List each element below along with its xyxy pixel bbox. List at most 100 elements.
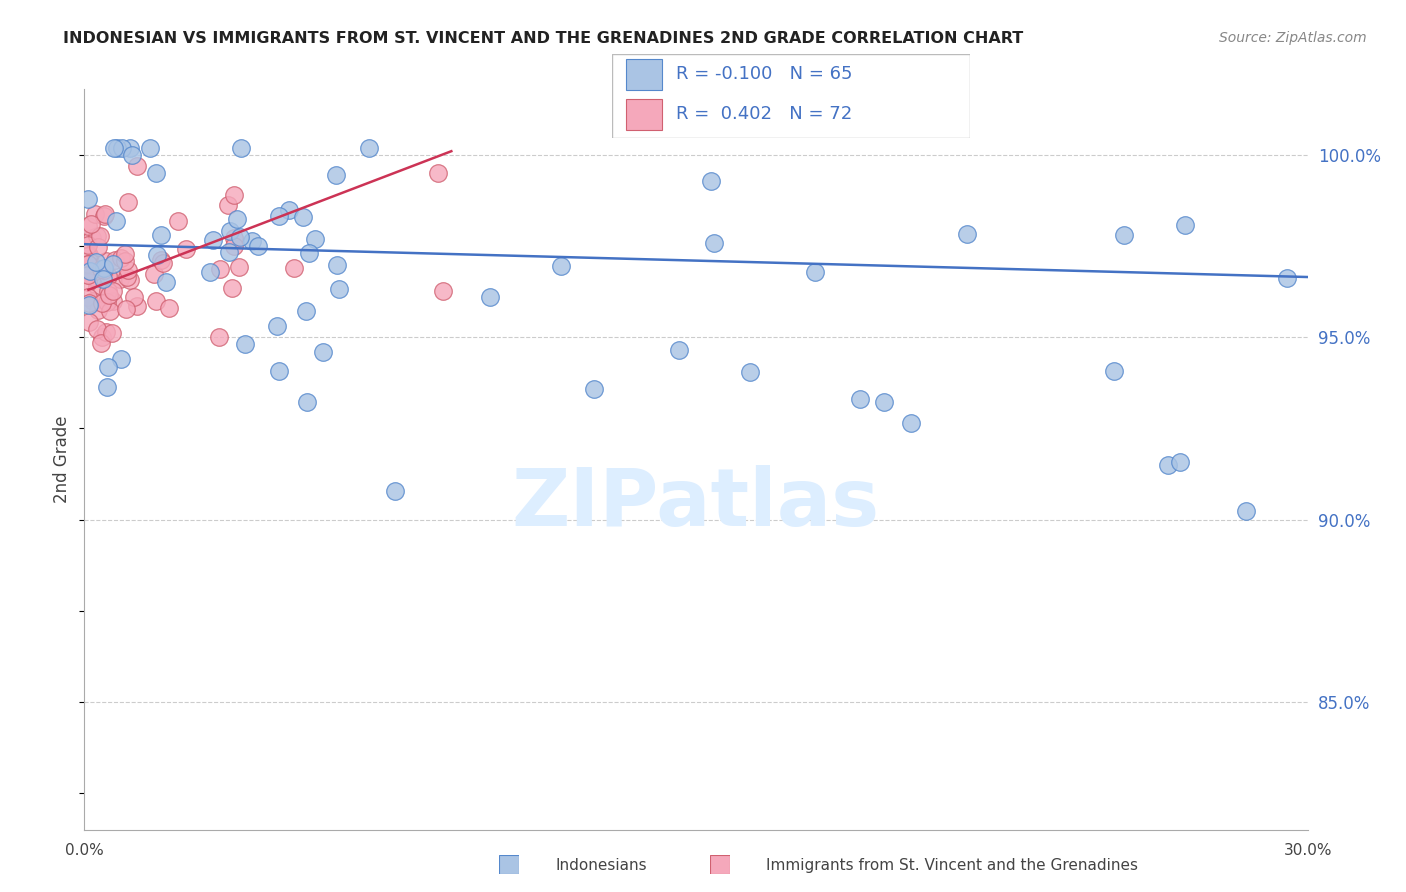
Point (139, 140, 162, 154)
Point (94, 325, 117, 339)
Point (1168, 455, 1191, 469)
Point (804, 264, 827, 278)
Point (97, 360, 120, 375)
Point (225, 212, 247, 227)
Point (118, 273, 141, 287)
Point (125, 159, 148, 173)
Point (291, 210, 314, 224)
Point (91, 330, 114, 344)
Point (120, 140, 142, 154)
Point (82, 231, 104, 245)
Point (117, 194, 139, 209)
Point (77, 257, 100, 271)
Point (217, 197, 239, 211)
Point (77, 268, 100, 282)
Point (740, 365, 762, 379)
Point (149, 252, 172, 267)
Point (233, 336, 256, 351)
Point (83, 207, 105, 221)
Point (97, 284, 120, 298)
Point (956, 227, 979, 241)
Point (1277, 271, 1299, 285)
Point (703, 236, 725, 251)
Point (77, 249, 100, 263)
Point (219, 223, 242, 237)
Point (208, 330, 231, 344)
Point (93, 209, 115, 223)
Point (224, 231, 246, 245)
Point (157, 301, 180, 315)
Point (359, 140, 381, 154)
Point (224, 187, 246, 202)
Point (152, 256, 174, 270)
Point (77, 193, 100, 207)
Point (82, 270, 104, 285)
Point (77, 257, 100, 271)
Point (97, 288, 120, 302)
Point (176, 242, 198, 256)
Point (221, 281, 243, 295)
Point (93, 260, 115, 275)
Point (110, 140, 132, 154)
Point (93, 207, 115, 221)
Text: ZIPatlas: ZIPatlas (512, 465, 880, 543)
Point (145, 293, 167, 308)
Point (91, 271, 114, 285)
Point (114, 301, 136, 316)
Point (96, 380, 118, 394)
Point (86, 255, 108, 269)
Point (582, 382, 605, 396)
Point (1104, 363, 1126, 377)
Point (79, 264, 101, 278)
Point (101, 257, 124, 271)
Text: Source: ZipAtlas.com: Source: ZipAtlas.com (1219, 31, 1367, 45)
Point (143, 267, 166, 281)
Point (200, 265, 222, 279)
Point (1114, 227, 1136, 242)
Point (283, 260, 305, 275)
FancyBboxPatch shape (612, 54, 970, 138)
Point (90, 296, 112, 310)
Point (1174, 218, 1197, 232)
Point (224, 238, 246, 252)
Point (146, 248, 169, 262)
Text: Immigrants from St. Vincent and the Grenadines: Immigrants from St. Vincent and the Gren… (766, 858, 1139, 872)
Point (155, 275, 177, 289)
Point (77, 275, 100, 289)
Point (93, 262, 115, 277)
Point (104, 214, 127, 228)
Point (82, 265, 104, 279)
Point (117, 263, 139, 277)
Point (108, 272, 131, 286)
Point (87, 239, 110, 253)
Point (478, 290, 501, 304)
Point (668, 343, 690, 357)
Text: R = -0.100   N = 65: R = -0.100 N = 65 (676, 65, 852, 83)
Point (105, 140, 128, 154)
Point (218, 245, 240, 260)
Point (114, 254, 136, 268)
Point (295, 304, 318, 318)
Point (127, 299, 149, 313)
Point (122, 290, 145, 304)
Point (267, 364, 290, 378)
Point (426, 165, 449, 179)
Point (900, 416, 922, 430)
Point (328, 282, 350, 296)
Point (101, 326, 124, 340)
Y-axis label: 2nd Grade: 2nd Grade (53, 416, 72, 503)
Point (325, 168, 347, 182)
Point (94, 254, 117, 268)
Point (202, 233, 225, 247)
Point (77, 248, 100, 262)
Point (97, 268, 120, 283)
Point (150, 228, 173, 243)
Point (145, 166, 167, 180)
Point (86, 229, 108, 244)
Point (229, 230, 252, 244)
Point (101, 284, 124, 298)
Point (1236, 504, 1258, 518)
Text: INDONESIAN VS IMMIGRANTS FROM ST. VINCENT AND THE GRENADINES 2ND GRADE CORRELATI: INDONESIAN VS IMMIGRANTS FROM ST. VINCEN… (63, 31, 1024, 46)
Point (121, 148, 143, 162)
Point (110, 251, 132, 265)
